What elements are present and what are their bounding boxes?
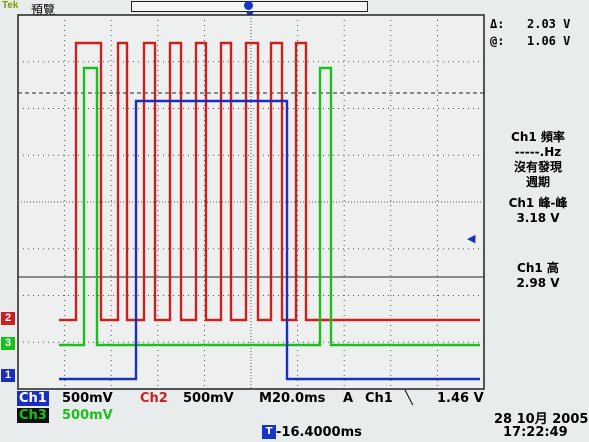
ch2-label[interactable]: Ch2 — [140, 391, 168, 406]
ch3-waveform — [59, 66, 480, 347]
trigger-level-arrow-icon[interactable]: ◀ — [467, 232, 476, 245]
date-display: 28 10月 2005 — [494, 412, 589, 427]
graticule-grid — [18, 15, 484, 389]
ch2-scale: 500mV — [183, 391, 234, 406]
cursor-delta-label: Δ: — [490, 17, 505, 31]
ch2-ground-marker[interactable]: 2 — [1, 312, 15, 325]
ch1-ground-marker[interactable]: 1 — [1, 369, 15, 382]
measurement-title: Ch1 峰-峰 — [508, 196, 568, 210]
ch1-waveform — [59, 99, 480, 381]
record-position-marker[interactable] — [244, 1, 253, 10]
cursor-at-label: @: — [490, 34, 505, 48]
cursor-at-value: 1.06 V — [527, 34, 571, 48]
ch3-label[interactable]: Ch3 — [17, 408, 49, 423]
timebase-value[interactable]: 20.0ms — [272, 391, 326, 406]
measurement-value: -----.Hz — [514, 145, 562, 159]
ch1-scale: 500mV — [62, 391, 113, 406]
trigger-mode: A — [343, 391, 354, 406]
measurement-value: 3.18 V — [516, 211, 560, 225]
measurement-title: Ch1 高 — [517, 261, 559, 275]
measurement-value-line3: 週期 — [525, 175, 550, 189]
measurement-value-line2: 沒有發現 — [513, 160, 562, 174]
trigger-source: Ch1 — [365, 391, 393, 406]
brand-logo: Tek — [2, 0, 19, 11]
measurement-value: 2.98 V — [516, 276, 560, 290]
ch3-scale: 500mV — [62, 408, 113, 423]
ch1-label[interactable]: Ch1 — [17, 391, 49, 406]
time-display: 17:22:49 — [503, 425, 568, 440]
measurement-ch1-high: Ch1 高 2.98 V — [489, 261, 587, 291]
timebase-label: M — [259, 391, 272, 406]
ch3-ground-marker[interactable]: 3 — [1, 337, 15, 350]
trigger-level[interactable]: 1.46 V — [437, 391, 484, 406]
horizontal-position-value[interactable]: -16.4000ms — [276, 425, 362, 440]
measurement-ch1-frequency: Ch1 頻率 -----.Hz 沒有發現 週期 — [489, 130, 587, 190]
acquisition-mode-label: 預覽 — [31, 3, 56, 17]
measurement-ch1-peak-to-peak: Ch1 峰-峰 3.18 V — [489, 196, 587, 226]
cursor-delta-value: 2.03 V — [527, 17, 571, 31]
horizontal-position-icon[interactable]: T — [262, 425, 276, 439]
ch2-waveform — [59, 41, 480, 322]
measurement-title: Ch1 頻率 — [511, 130, 565, 144]
trigger-slope-icon: ╲ — [405, 391, 413, 406]
